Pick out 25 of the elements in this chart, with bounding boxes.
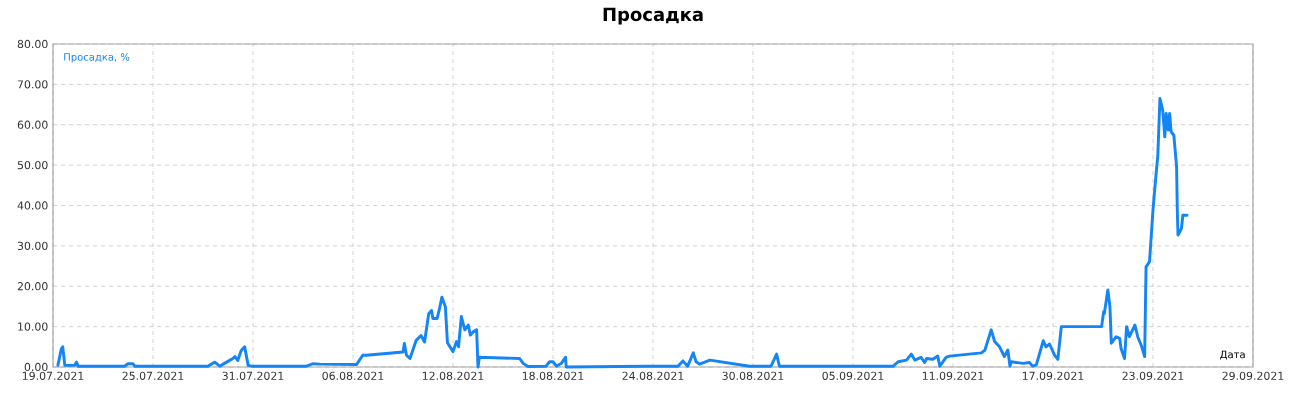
x-tick-label: 30.08.2021 bbox=[722, 371, 784, 380]
x-tick-label: 25.07.2021 bbox=[122, 371, 184, 380]
x-tick-label: 06.08.2021 bbox=[322, 371, 384, 380]
y-tick-label: 80.00 bbox=[17, 39, 48, 49]
chart-title: Просадка bbox=[603, 7, 703, 25]
y-tick-label: 50.00 bbox=[17, 160, 48, 170]
y-tick-label: 20.00 bbox=[17, 282, 48, 291]
x-tick-label: 23.09.2021 bbox=[1122, 371, 1184, 380]
y-tick-label: 0.00 bbox=[24, 362, 48, 372]
x-axis-title: Дата bbox=[1220, 350, 1245, 360]
y-tick-label: 10.00 bbox=[18, 322, 48, 331]
x-tick-label: 18.08.2021 bbox=[522, 371, 584, 380]
x-tick-label: 24.08.2021 bbox=[622, 371, 684, 380]
y-tick-label: 60.00 bbox=[17, 120, 48, 129]
y-tick-label: 30.00 bbox=[17, 241, 48, 250]
y-tick-label: 40.00 bbox=[17, 201, 48, 210]
x-tick-label: 17.09.2021 bbox=[1022, 371, 1084, 380]
text: Просадка, % bbox=[64, 53, 130, 63]
x-tick-label: 31.07.2021 bbox=[222, 371, 284, 380]
x-tick-label: 11.09.2021 bbox=[922, 371, 984, 380]
x-tick-label: 29.09.2021 bbox=[1222, 371, 1284, 380]
x-tick-label: 05.09.2021 bbox=[822, 371, 884, 380]
x-tick-label: 19.07.2021 bbox=[22, 371, 84, 380]
x-tick-label: 12.08.2021 bbox=[422, 371, 484, 380]
y-tick-label: 70.00 bbox=[17, 80, 48, 89]
